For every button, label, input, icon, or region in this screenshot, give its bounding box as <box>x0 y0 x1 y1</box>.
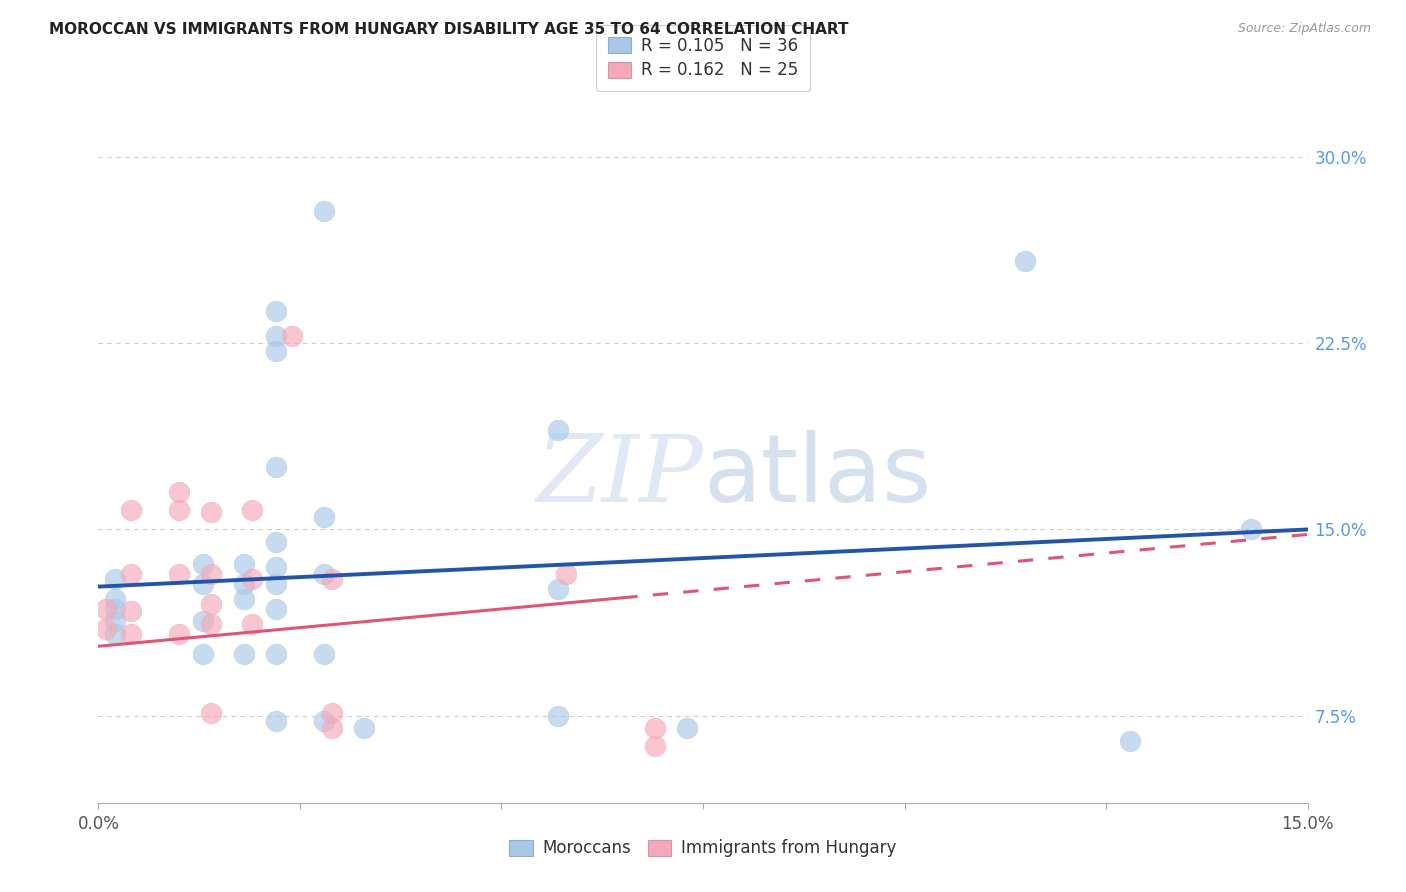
Point <box>200 567 222 582</box>
Point <box>644 739 666 753</box>
Point <box>167 502 190 516</box>
Point <box>547 423 569 437</box>
Point <box>240 616 263 631</box>
Point <box>264 559 287 574</box>
Point <box>547 582 569 596</box>
Point <box>200 706 222 721</box>
Point <box>264 577 287 591</box>
Legend: Moroccans, Immigrants from Hungary: Moroccans, Immigrants from Hungary <box>502 833 904 864</box>
Point <box>193 558 215 572</box>
Text: atlas: atlas <box>703 430 931 522</box>
Point <box>96 622 118 636</box>
Point <box>232 577 254 591</box>
Point <box>240 502 263 516</box>
Point <box>264 714 287 728</box>
Point <box>120 502 142 516</box>
Point <box>555 567 578 582</box>
Text: ZIP: ZIP <box>536 431 703 521</box>
Point <box>264 534 287 549</box>
Point <box>193 647 215 661</box>
Point <box>193 615 215 629</box>
Point <box>103 572 125 586</box>
Point <box>314 510 336 524</box>
Point <box>314 647 336 661</box>
Text: MOROCCAN VS IMMIGRANTS FROM HUNGARY DISABILITY AGE 35 TO 64 CORRELATION CHART: MOROCCAN VS IMMIGRANTS FROM HUNGARY DISA… <box>49 22 849 37</box>
Point <box>103 627 125 641</box>
Point <box>314 714 336 728</box>
Point <box>264 343 287 358</box>
Point <box>103 592 125 607</box>
Point <box>644 721 666 735</box>
Point <box>167 567 190 582</box>
Point <box>200 505 222 519</box>
Point <box>264 460 287 475</box>
Point <box>103 602 125 616</box>
Point <box>321 721 343 735</box>
Point <box>103 615 125 629</box>
Point <box>1240 523 1263 537</box>
Point <box>547 708 569 723</box>
Point <box>264 647 287 661</box>
Point <box>240 572 263 586</box>
Text: Source: ZipAtlas.com: Source: ZipAtlas.com <box>1237 22 1371 36</box>
Point <box>1014 254 1036 268</box>
Point <box>314 567 336 582</box>
Point <box>167 485 190 500</box>
Point <box>321 706 343 721</box>
Point <box>232 592 254 607</box>
Point <box>314 204 336 219</box>
Point <box>281 328 304 343</box>
Point <box>1119 733 1142 747</box>
Point <box>193 577 215 591</box>
Point <box>232 558 254 572</box>
Point <box>321 572 343 586</box>
Point <box>167 627 190 641</box>
Point <box>264 328 287 343</box>
Point <box>353 721 375 735</box>
Point <box>676 721 699 735</box>
Point <box>120 605 142 619</box>
Point <box>264 602 287 616</box>
Point <box>96 602 118 616</box>
Point <box>120 627 142 641</box>
Point <box>120 567 142 582</box>
Point <box>264 303 287 318</box>
Point <box>200 597 222 611</box>
Point <box>200 616 222 631</box>
Point <box>232 647 254 661</box>
